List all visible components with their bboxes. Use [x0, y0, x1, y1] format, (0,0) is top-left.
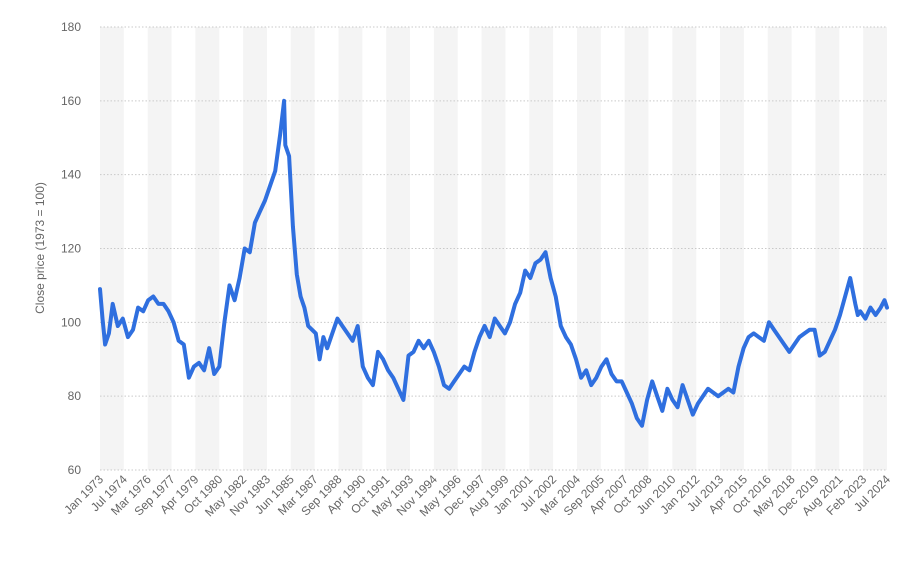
series-line [98, 98, 889, 428]
background-band [433, 27, 458, 470]
background-band [720, 27, 744, 470]
y-axis-ticks: 60 80 100 120 140 160 180 [61, 20, 81, 477]
background-band [576, 27, 601, 470]
y-tick-label: 140 [61, 168, 81, 182]
gridlines [100, 26, 887, 471]
background-band [863, 27, 887, 470]
background-band [481, 27, 506, 470]
y-axis-title: Close price (1973 = 100) [33, 182, 47, 314]
background-band [815, 27, 840, 470]
y-tick-label: 160 [61, 94, 81, 108]
y-tick-label: 180 [61, 20, 81, 34]
y-tick-label: 100 [61, 315, 81, 329]
background-band [672, 27, 697, 470]
y-tick-label: 120 [61, 242, 81, 256]
background-band [290, 27, 315, 470]
series-layer [98, 98, 889, 428]
background-band [338, 27, 363, 470]
y-tick-label: 60 [68, 463, 82, 477]
y-tick-label: 80 [68, 389, 82, 403]
